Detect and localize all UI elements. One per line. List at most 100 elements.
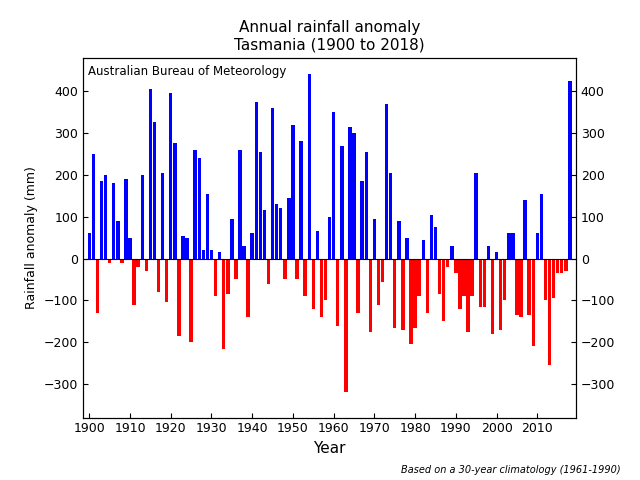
Bar [205,193,209,259]
Bar [519,259,523,317]
Bar [324,259,327,300]
Bar [462,259,466,296]
Bar [116,221,120,259]
Bar [271,108,275,259]
Text: Australian Bureau of Meteorology: Australian Bureau of Meteorology [88,65,287,78]
Bar [186,238,189,259]
Bar [92,154,95,259]
Bar [377,259,380,305]
Title: Annual rainfall anomaly
Tasmania (1900 to 2018): Annual rainfall anomaly Tasmania (1900 t… [234,20,425,52]
Bar [442,259,445,321]
Bar [385,104,388,259]
Bar [556,259,559,273]
Bar [393,259,397,327]
Bar [88,233,91,259]
Bar [552,259,556,298]
Bar [560,259,563,273]
Bar [279,208,282,259]
Bar [234,259,237,279]
Bar [328,216,332,259]
Bar [422,240,425,259]
Bar [124,179,128,259]
Bar [181,236,185,259]
Bar [458,259,461,309]
Bar [405,238,409,259]
Bar [336,259,339,325]
Bar [238,150,242,259]
Bar [426,259,429,313]
Bar [287,198,291,259]
Bar [434,227,437,259]
Bar [173,144,177,259]
Bar [214,259,218,296]
Bar [189,259,193,342]
Bar [218,252,221,259]
Bar [417,259,421,296]
Bar [291,125,294,259]
Bar [198,158,201,259]
Bar [450,246,454,259]
Bar [454,259,458,273]
Bar [307,74,311,259]
Bar [104,175,108,259]
Bar [372,219,376,259]
Bar [401,259,404,330]
Bar [226,259,230,294]
Bar [165,259,168,302]
Bar [259,152,262,259]
Bar [348,127,352,259]
Bar [169,93,173,259]
Bar [474,173,478,259]
Bar [507,233,511,259]
Bar [332,112,335,259]
Bar [499,259,502,330]
Bar [132,259,136,305]
Bar [527,259,531,315]
Bar [495,252,499,259]
Bar [230,219,234,259]
Bar [568,81,572,259]
Bar [544,259,547,300]
Bar [161,173,164,259]
Bar [120,259,124,263]
Y-axis label: Rainfall anomaly (mm): Rainfall anomaly (mm) [26,166,38,309]
Bar [320,259,323,317]
X-axis label: Year: Year [314,441,346,456]
Bar [356,259,360,313]
Bar [381,259,384,282]
Bar [262,210,266,259]
Bar [153,122,156,259]
Bar [365,152,368,259]
Bar [397,221,401,259]
Bar [267,259,270,284]
Text: Based on a 30-year climatology (1961-1990): Based on a 30-year climatology (1961-199… [401,465,621,475]
Bar [250,233,254,259]
Bar [429,215,433,259]
Bar [202,250,205,259]
Bar [112,183,115,259]
Bar [467,259,470,332]
Bar [177,259,180,336]
Bar [193,150,197,259]
Bar [410,259,413,344]
Bar [255,102,258,259]
Bar [295,259,299,279]
Bar [303,259,307,296]
Bar [486,246,490,259]
Bar [515,259,518,315]
Bar [136,259,140,267]
Bar [210,250,213,259]
Bar [222,259,225,348]
Bar [564,259,568,271]
Bar [483,259,486,307]
Bar [548,259,551,365]
Bar [275,204,278,259]
Bar [470,259,474,296]
Bar [316,231,319,259]
Bar [246,259,250,317]
Bar [438,259,442,294]
Bar [283,259,287,279]
Bar [531,259,535,347]
Bar [369,259,372,332]
Bar [389,173,392,259]
